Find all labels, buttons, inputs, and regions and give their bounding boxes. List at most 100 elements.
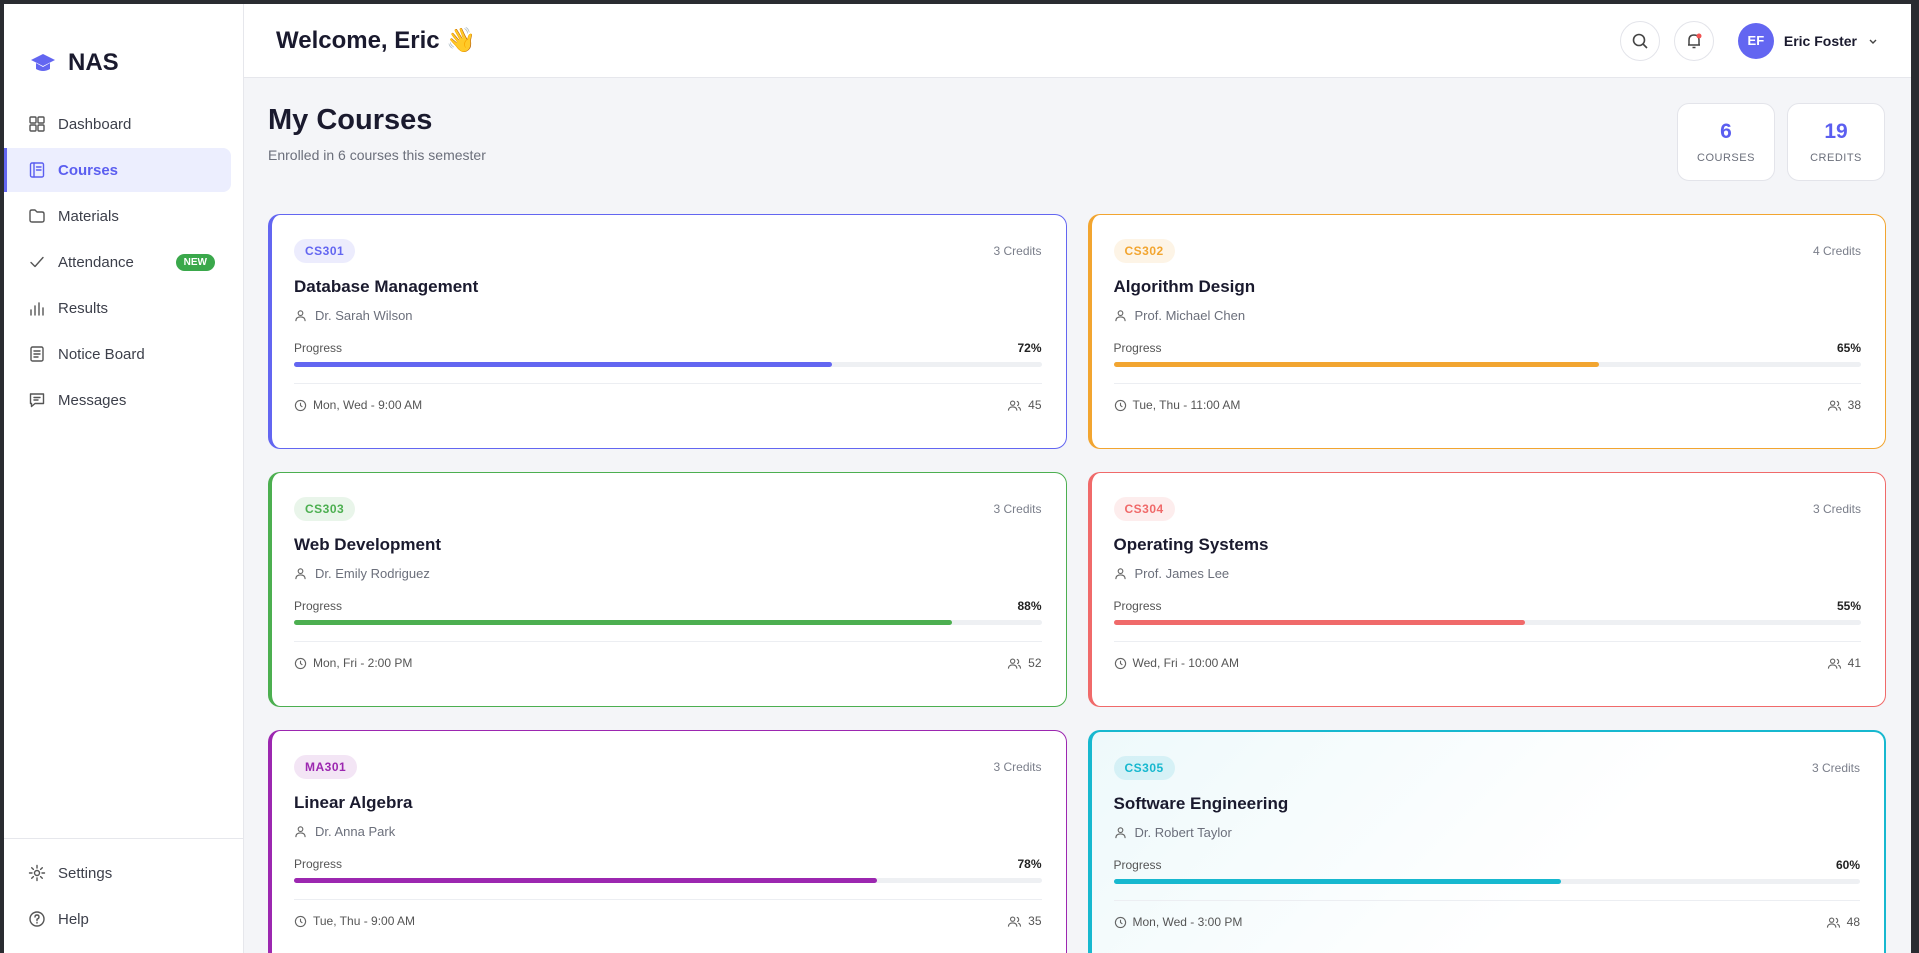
- progress-value: 65%: [1836, 341, 1861, 355]
- nav-item[interactable]: Notice Board: [4, 332, 231, 376]
- stat-value: 19: [1824, 120, 1848, 143]
- page-subtitle: Enrolled in 6 courses this semester: [268, 147, 486, 163]
- course-code: CS301: [294, 239, 356, 263]
- card-footer: Mon, Wed - 9:00 AM 45: [294, 383, 1042, 412]
- nav-label: Messages: [58, 391, 127, 409]
- course-title: Software Engineering: [1113, 794, 1289, 813]
- nav-label: Attendance: [58, 253, 134, 271]
- logo-icon: [31, 54, 55, 71]
- student-count: 45: [1028, 398, 1042, 412]
- progress-bar: [1113, 879, 1562, 884]
- progress-row: Progress 72%: [294, 341, 1042, 355]
- nav-item[interactable]: Attendance NEW: [4, 240, 231, 284]
- course-code: MA301: [294, 755, 358, 779]
- students: 38: [1827, 398, 1861, 412]
- stat-label: CREDITS: [1810, 152, 1862, 164]
- progress-label: Progress: [294, 341, 343, 355]
- schedule-text: Mon, Wed - 9:00 AM: [313, 398, 423, 412]
- progress-track: [1113, 362, 1861, 367]
- progress-bar: [294, 878, 878, 883]
- user-name: Eric Foster: [1783, 32, 1857, 49]
- course-card[interactable]: CS301 3 Credits Database Management Dr. Sar…: [268, 214, 1067, 449]
- progress-row: Progress 88%: [294, 599, 1042, 613]
- student-count: 35: [1028, 914, 1042, 928]
- nav-item[interactable]: Messages: [4, 378, 231, 422]
- schedule: Wed, Fri - 10:00 AM: [1114, 656, 1239, 670]
- progress-bar: [1113, 362, 1600, 367]
- students: 52: [1007, 656, 1042, 670]
- schedule-text: Tue, Thu - 11:00 AM: [1132, 398, 1241, 412]
- instructor-name: Prof. Michael Chen: [1134, 308, 1246, 323]
- nav-label: Results: [58, 299, 109, 317]
- progress-label: Progress: [294, 599, 343, 613]
- nav-item[interactable]: Dashboard: [4, 102, 231, 146]
- progress-track: [294, 878, 1042, 883]
- progress-label: Progress: [294, 857, 343, 871]
- schedule-text: Mon, Wed - 3:00 PM: [1132, 915, 1243, 929]
- nav-label: Help: [58, 910, 89, 928]
- progress-bar: [1113, 620, 1525, 625]
- nav-item[interactable]: Materials: [4, 194, 231, 238]
- brand[interactable]: NAS: [4, 4, 243, 94]
- progress-value: 72%: [1017, 341, 1042, 355]
- students: 48: [1826, 915, 1860, 929]
- search-button[interactable]: [1619, 20, 1660, 61]
- course-code: CS302: [1113, 239, 1175, 263]
- student-count: 41: [1847, 656, 1861, 670]
- progress-row: Progress 65%: [1114, 341, 1862, 355]
- card-header: CS303 3 Credits: [294, 497, 1042, 521]
- course-card[interactable]: MA301 3 Credits Linear Algebra Dr. Anna Par…: [268, 730, 1067, 953]
- app: NAS Dashboard Courses Materials Attendance N…: [4, 4, 1911, 953]
- course-card[interactable]: CS302 4 Credits Algorithm Design Prof. Mich…: [1087, 214, 1886, 449]
- instructor-name: Dr. Emily Rodriguez: [315, 566, 430, 581]
- user-menu[interactable]: EF Eric Foster: [1728, 22, 1879, 59]
- progress-track: [294, 362, 1042, 367]
- nav-item[interactable]: Courses: [4, 148, 231, 192]
- notification-button[interactable]: [1673, 20, 1714, 61]
- card-footer: Tue, Thu - 11:00 AM 38: [1113, 383, 1861, 412]
- course-title: Algorithm Design: [1113, 277, 1256, 296]
- course-credits: 3 Credits: [1812, 502, 1861, 516]
- course-card[interactable]: CS303 3 Credits Web Development Dr. Emily R…: [268, 472, 1067, 707]
- progress-label: Progress: [1113, 858, 1162, 872]
- progress-row: Progress 60%: [1114, 858, 1861, 872]
- footer-nav-item[interactable]: Settings: [4, 851, 231, 895]
- instructor-name: Dr. Robert Taylor: [1134, 825, 1232, 840]
- instructor: Prof. James Lee: [1114, 566, 1862, 581]
- course-credits: 3 Credits: [1811, 761, 1860, 775]
- stats: 6 COURSES 19 CREDITS: [1677, 103, 1885, 181]
- schedule: Mon, Fri - 2:00 PM: [294, 656, 412, 670]
- card-footer: Mon, Wed - 3:00 PM 48: [1113, 900, 1860, 929]
- greeting: Welcome, Eric 👋: [276, 27, 477, 54]
- course-credits: 3 Credits: [993, 244, 1042, 258]
- avatar: EF: [1737, 22, 1774, 59]
- topbar: Welcome, Eric 👋 EF Eric Foster: [244, 4, 1911, 78]
- students: 45: [1007, 398, 1042, 412]
- card-header: CS301 3 Credits: [294, 239, 1042, 263]
- students: 41: [1827, 656, 1861, 670]
- course-code: CS303: [294, 497, 356, 521]
- nav-item[interactable]: Results: [4, 286, 231, 330]
- progress-track: [1113, 620, 1861, 625]
- course-card[interactable]: CS304 3 Credits Operating Systems Prof. Jam…: [1087, 472, 1886, 707]
- footer-nav-item[interactable]: Help: [4, 897, 231, 941]
- progress-value: 78%: [1017, 857, 1042, 871]
- progress-track: [1113, 879, 1860, 884]
- nav-label: Courses: [58, 161, 119, 179]
- instructor-name: Dr. Anna Park: [315, 824, 396, 839]
- progress-value: 55%: [1836, 599, 1861, 613]
- nav-label: Settings: [58, 864, 113, 882]
- course-card[interactable]: CS305 3 Credits Software Engineering Dr. Ro…: [1087, 730, 1886, 953]
- card-header: CS302 4 Credits: [1113, 239, 1861, 263]
- card-footer: Mon, Fri - 2:00 PM 52: [294, 641, 1042, 670]
- progress-bar: [294, 362, 833, 367]
- instructor: Dr. Anna Park: [294, 824, 1042, 839]
- schedule-text: Wed, Fri - 10:00 AM: [1132, 656, 1239, 670]
- stat-label: COURSES: [1697, 152, 1755, 164]
- progress-bar: [294, 620, 952, 625]
- nav-label: Dashboard: [58, 115, 132, 133]
- main: Welcome, Eric 👋 EF Eric Foster My Course…: [244, 4, 1911, 953]
- stat-box: 6 COURSES: [1677, 103, 1775, 181]
- sidebar: NAS Dashboard Courses Materials Attendance N…: [4, 4, 244, 953]
